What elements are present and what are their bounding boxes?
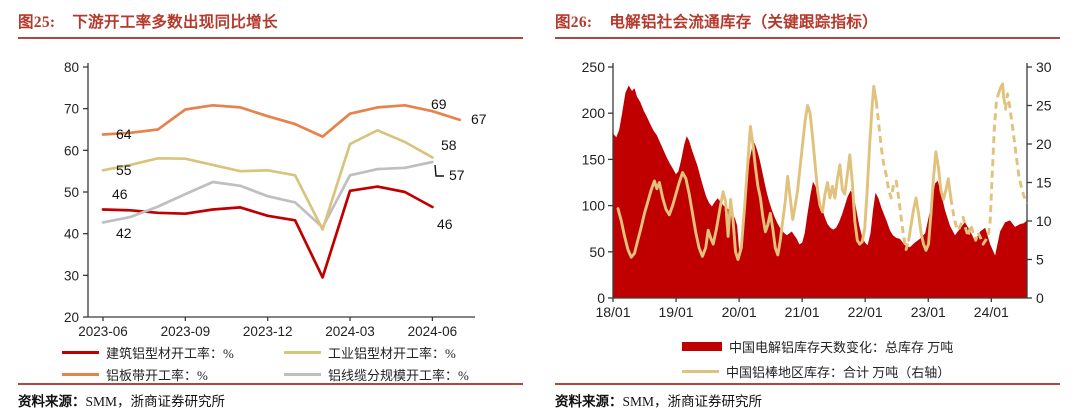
fig25-source: 资料来源：SMM，浙商证券研究所 bbox=[18, 390, 225, 410]
svg-text:20: 20 bbox=[1036, 136, 1052, 152]
legend-line-swatch bbox=[284, 373, 321, 376]
fig26-source: 资料来源：SMM，浙商证券研究所 bbox=[555, 390, 762, 410]
svg-text:2023-09: 2023-09 bbox=[161, 324, 211, 339]
line-rod-inventory-seg1 bbox=[874, 101, 910, 251]
fig26-title-number: 图26: bbox=[555, 14, 593, 31]
series-line-3 bbox=[101, 160, 434, 229]
svg-text:30: 30 bbox=[64, 268, 79, 283]
svg-text:15: 15 bbox=[1036, 175, 1052, 191]
svg-text:20/01: 20/01 bbox=[722, 304, 757, 320]
svg-text:19/01: 19/01 bbox=[659, 304, 694, 320]
line-rod-inventory-seg5 bbox=[1002, 92, 1029, 204]
fig25-title-number: 图25: bbox=[18, 14, 56, 31]
svg-text:21/01: 21/01 bbox=[785, 304, 820, 320]
svg-text:57: 57 bbox=[449, 167, 465, 183]
legend-line-swatch bbox=[62, 373, 99, 376]
legend-label: 工业铝型材开工率：% bbox=[328, 346, 456, 361]
svg-text:18/01: 18/01 bbox=[595, 304, 630, 320]
svg-text:55: 55 bbox=[116, 162, 132, 178]
fig25-legend: 建筑铝型材开工率：% 工业铝型材开工率：% 铝板带开工率：% 铝线缆分规模开工率… bbox=[62, 343, 522, 384]
svg-text:2023-06: 2023-06 bbox=[78, 324, 128, 339]
line-rod-inventory-seg0 bbox=[616, 84, 878, 261]
series-line-0 bbox=[101, 185, 434, 279]
svg-text:64: 64 bbox=[116, 126, 132, 142]
source-text: SMM，浙商证券研究所 bbox=[85, 394, 226, 409]
legend-label: 中国铝棒地区库存：合计 万吨（右轴） bbox=[726, 365, 951, 380]
source-label: 资料来源： bbox=[18, 394, 86, 409]
fig25-legend-item-wire-cable: 铝线缆分规模开工率：% bbox=[284, 365, 522, 384]
fig25-legend-item-plate-strip: 铝板带开工率：% bbox=[62, 365, 284, 384]
fig25-plot: 20 30 40 50 60 70 80 2023-06 2023-09 2023-12 2024-… bbox=[64, 60, 487, 339]
fig26-plot: 0 50 100 150 200 250 0 5 10 15 20 25 30 18/01 19/01 20/… bbox=[582, 59, 1052, 320]
source-label: 资料来源： bbox=[555, 394, 623, 409]
fig26-title: 图26: 电解铝社会流通库存（关键跟踪指标） bbox=[555, 10, 878, 32]
svg-text:30: 30 bbox=[1036, 59, 1052, 75]
series-line-1 bbox=[101, 128, 434, 231]
series-line-2 bbox=[101, 103, 462, 138]
legend-line-swatch bbox=[284, 351, 321, 354]
svg-text:5: 5 bbox=[1036, 252, 1044, 268]
svg-text:42: 42 bbox=[116, 225, 132, 241]
svg-text:40: 40 bbox=[64, 227, 79, 242]
legend-label: 铝线缆分规模开工率：% bbox=[328, 368, 469, 383]
svg-text:0: 0 bbox=[1036, 290, 1044, 306]
fig25-legend-item-construction: 建筑铝型材开工率：% bbox=[62, 343, 284, 362]
fig25-footer-rule bbox=[18, 383, 523, 385]
line-rod-inventory-seg2 bbox=[907, 150, 953, 252]
svg-text:25: 25 bbox=[1036, 98, 1052, 114]
legend-area-swatch bbox=[682, 342, 722, 351]
svg-text:20: 20 bbox=[64, 310, 79, 325]
svg-text:50: 50 bbox=[64, 185, 79, 200]
svg-text:150: 150 bbox=[582, 151, 606, 167]
svg-text:22/01: 22/01 bbox=[848, 304, 883, 320]
svg-text:67: 67 bbox=[471, 111, 487, 127]
fig26-footer-rule bbox=[555, 383, 1060, 385]
line-rod-inventory-seg4 bbox=[996, 82, 1006, 100]
legend-label: 铝板带开工率：% bbox=[106, 368, 208, 383]
svg-text:46: 46 bbox=[112, 186, 128, 202]
fig26-legend-item-rod-inventory: 中国铝棒地区库存：合计 万吨（右轴） bbox=[682, 362, 953, 381]
svg-text:2023-12: 2023-12 bbox=[243, 324, 293, 339]
svg-text:60: 60 bbox=[64, 143, 79, 158]
fig26-legend: 中国电解铝库存天数变化：总库存 万吨 中国铝棒地区库存：合计 万吨（右轴） bbox=[682, 337, 953, 387]
legend-line-swatch bbox=[682, 370, 719, 373]
svg-text:58: 58 bbox=[441, 137, 457, 153]
fig26-header-rule bbox=[555, 37, 1060, 39]
fig25-title-text: 下游开工率多数出现同比增长 bbox=[72, 14, 278, 31]
svg-text:80: 80 bbox=[64, 60, 79, 75]
svg-text:23/01: 23/01 bbox=[911, 304, 946, 320]
svg-text:2024-03: 2024-03 bbox=[325, 324, 375, 339]
svg-text:24/01: 24/01 bbox=[974, 304, 1009, 320]
fig26-legend-item-total-inventory: 中国电解铝库存天数变化：总库存 万吨 bbox=[682, 337, 953, 356]
fig25-legend-item-industrial: 工业铝型材开工率：% bbox=[284, 343, 522, 362]
svg-text:100: 100 bbox=[582, 198, 606, 214]
svg-text:69: 69 bbox=[431, 96, 447, 112]
fig25-header-rule bbox=[18, 37, 523, 39]
svg-text:2024-06: 2024-06 bbox=[408, 324, 458, 339]
source-text: SMM，浙商证券研究所 bbox=[622, 394, 763, 409]
svg-text:70: 70 bbox=[64, 102, 79, 117]
svg-text:10: 10 bbox=[1036, 213, 1052, 229]
line-rod-inventory-seg3 bbox=[949, 93, 1000, 246]
legend-line-swatch bbox=[62, 351, 99, 354]
svg-text:200: 200 bbox=[582, 105, 606, 121]
svg-text:0: 0 bbox=[597, 290, 605, 306]
svg-text:46: 46 bbox=[437, 216, 453, 232]
svg-text:50: 50 bbox=[589, 244, 605, 260]
legend-label: 中国电解铝库存天数变化：总库存 万吨 bbox=[729, 340, 954, 355]
fig26-title-text: 电解铝社会流通库存（关键跟踪指标） bbox=[609, 14, 878, 31]
legend-label: 建筑铝型材开工率：% bbox=[106, 346, 234, 361]
svg-text:250: 250 bbox=[582, 59, 606, 75]
fig25-title: 图25: 下游开工率多数出现同比增长 bbox=[18, 10, 278, 32]
